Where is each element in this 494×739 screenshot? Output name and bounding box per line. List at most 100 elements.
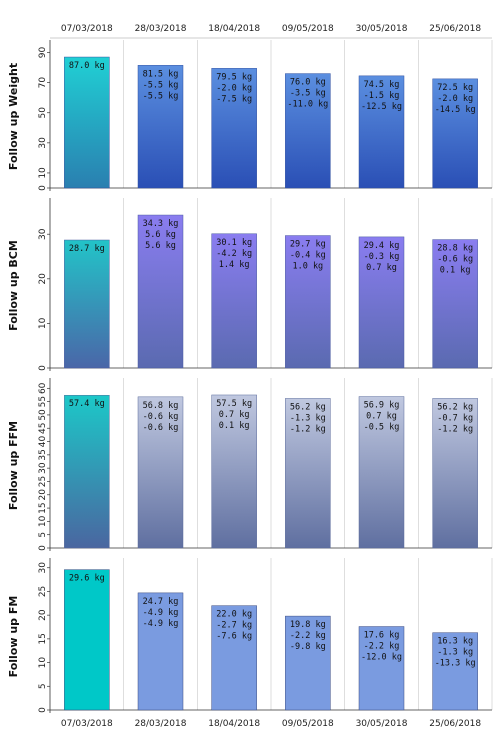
y-tick-label: 30 [38,137,48,149]
fm-bar-label-5: 17.6 kg [364,631,400,641]
bcm-bar-label-5: -0.3 kg [364,252,400,262]
weight-bar-label-3: -2.0 kg [216,83,252,93]
fm-bar-label-6: -13.3 kg [435,659,476,669]
ffm-bar-label-2: -0.6 kg [143,423,179,433]
bcm-bar-label-4: 1.0 kg [292,262,323,272]
y-tick-label: 30 [38,228,48,240]
fm-bar-label-6: -1.3 kg [437,648,473,658]
fm-bar-4 [285,615,331,711]
weight-bar-label-5: -1.5 kg [364,91,400,101]
weight-bar-1 [64,56,110,189]
bcm-bar-label-6: -0.6 kg [437,255,473,265]
weight-bar-label-3: -7.5 kg [216,94,252,104]
ffm-bar-label-4: 56.2 kg [290,402,326,412]
y-tick-label: 55 [38,396,48,407]
y-tick-label: 30 [38,462,48,474]
ffm-bar-label-5: 0.7 kg [366,412,397,422]
ffm-bar-label-1: 57.4 kg [69,399,105,409]
weight-bar-label-4: 76.0 kg [290,78,326,88]
y-tick-label: 20 [38,273,48,285]
weight-bar-label-3: 79.5 kg [216,72,252,82]
y-tick-label: 20 [38,609,48,621]
y-tick-label: 0 [38,545,48,551]
top-date-label-5: 30/05/2018 [356,24,408,34]
weight-bar-2 [137,65,184,189]
y-tick-label: 15 [38,633,48,644]
ffm-bar-label-3: 0.7 kg [219,410,250,420]
bottom-date-label-4: 09/05/2018 [282,719,334,729]
y-tick-label: 0 [38,707,48,713]
y-tick-label: 35 [38,449,48,460]
y-tick-label: 70 [38,77,48,89]
weight-bar-label-5: -12.5 kg [361,102,402,112]
y-tick-label: 10 [38,167,48,179]
bcm-bar-label-4: -0.4 kg [290,251,326,261]
bcm-y-axis-label: Follow up BCM [7,240,20,331]
y-tick-label: 90 [38,47,48,59]
weight-bar-4 [285,73,331,189]
ffm-bar-label-2: 56.8 kg [143,401,179,411]
bcm-bar-1 [64,239,110,369]
weight-y-axis-label: Follow up Weight [7,63,20,170]
y-tick-label: 5 [38,532,48,538]
weight-bar-6 [432,78,478,189]
fm-bar-label-2: 24.7 kg [143,597,179,607]
ffm-bar-label-3: 57.5 kg [216,399,252,409]
ffm-bar-5 [358,396,405,549]
fm-y-axis-label: Follow up FM [7,596,20,678]
bottom-date-label-3: 18/04/2018 [208,719,260,729]
fm-bar-label-2: -4.9 kg [143,608,179,618]
weight-bar-label-4: -3.5 kg [290,89,326,99]
bcm-bar-4 [285,235,331,369]
y-tick-label: 20 [38,489,48,501]
bcm-bar-label-4: 29.7 kg [290,240,326,250]
bcm-bar-label-2: 5.6 kg [145,241,176,251]
ffm-bar-label-3: 0.1 kg [219,421,250,431]
ffm-bar-label-5: -0.5 kg [364,423,400,433]
weight-bar-label-2: 81.5 kg [143,69,179,79]
fm-bar-2 [137,592,184,711]
bcm-bar-label-2: 5.6 kg [145,230,176,240]
fm-bar-3 [211,605,257,711]
bcm-bar-5 [358,236,405,369]
y-tick-label: 25 [38,476,48,487]
y-tick-label: 5 [38,683,48,689]
fm-bar-5 [358,626,405,711]
fm-bar-6 [432,632,478,711]
y-tick-label: 25 [38,586,48,597]
top-date-label-3: 18/04/2018 [208,24,260,34]
y-tick-label: 10 [38,317,48,329]
bcm-bar-label-6: 0.1 kg [440,266,471,276]
bottom-date-label-6: 25/06/2018 [429,719,481,729]
bcm-bar-6 [432,239,478,369]
y-tick-label: 30 [38,562,48,574]
fm-bar-label-5: -12.0 kg [361,653,402,663]
y-tick-label: 15 [38,502,48,513]
weight-bar-label-6: -14.5 kg [435,105,476,115]
bcm-bar-label-3: 30.1 kg [216,238,252,248]
weight-bar-3 [211,68,257,189]
ffm-bar-1 [64,394,110,549]
weight-bar-label-6: -2.0 kg [437,94,473,104]
y-tick-label: 0 [38,185,48,191]
fm-bar-label-4: -2.2 kg [290,631,326,641]
weight-bar-label-1: 87.0 kg [69,61,105,71]
ffm-bar-6 [432,398,478,549]
bcm-bar-label-2: 34.3 kg [143,219,179,229]
weight-bar-label-2: -5.5 kg [143,80,179,90]
bcm-bar-2 [137,214,184,369]
ffm-bar-label-6: -0.7 kg [437,413,473,423]
y-tick-label: 10 [38,515,48,527]
top-date-label-6: 25/06/2018 [429,24,481,34]
y-tick-label: 60 [38,382,48,394]
fm-bar-label-5: -2.2 kg [364,642,400,652]
fm-bar-label-4: 19.8 kg [290,620,326,630]
bottom-date-label-1: 07/03/2018 [61,719,113,729]
fm-bar-label-3: -7.6 kg [216,632,252,642]
fm-bar-label-2: -4.9 kg [143,619,179,629]
bottom-date-label-5: 30/05/2018 [356,719,408,729]
weight-bar-label-4: -11.0 kg [287,100,328,110]
